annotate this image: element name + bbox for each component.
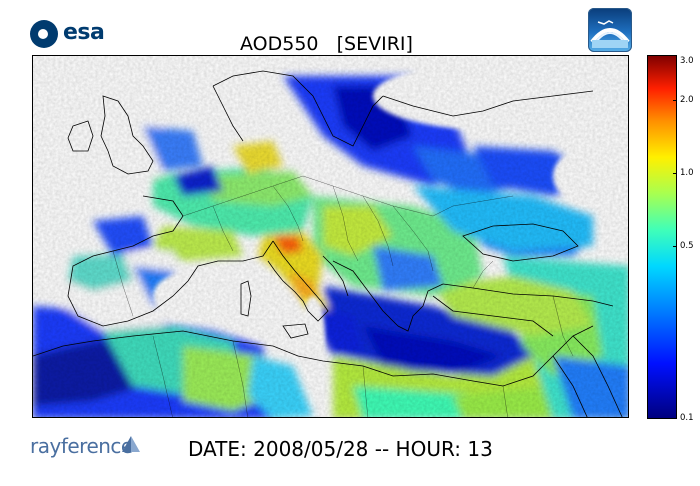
esa-logo-icon [30,20,58,48]
colorbar-tickmark [673,100,677,101]
aod-map [32,55,629,418]
rayference-logo-icon [120,434,142,454]
rayference-logo-text: rayference [30,434,133,458]
colorbar-tickmark [673,246,677,247]
colorbar-tick-0.5: 0.5 [680,241,694,251]
colorbar-tick-2.0: 2.0 [680,95,694,105]
app-logo-icon [588,8,632,52]
colorbar-tickmark [673,173,677,174]
date-hour-label: DATE: 2008/05/28 -- HOUR: 13 [188,437,493,461]
esa-logo-text: esa [63,20,105,45]
aod-map-canvas [33,56,628,417]
colorbar-tick-3.0: 3.0 [680,56,694,66]
colorbar-tick-1.0: 1.0 [680,168,694,178]
country-borders [112,175,574,417]
esa-logo: esa [30,20,110,50]
map-title: AOD550 [SEVIRI] [240,33,413,55]
coastlines [33,70,623,417]
colorbar-tick-0.1: 0.1 [680,413,694,423]
aod-colorbar [647,55,677,419]
speckle-texture [33,56,628,417]
